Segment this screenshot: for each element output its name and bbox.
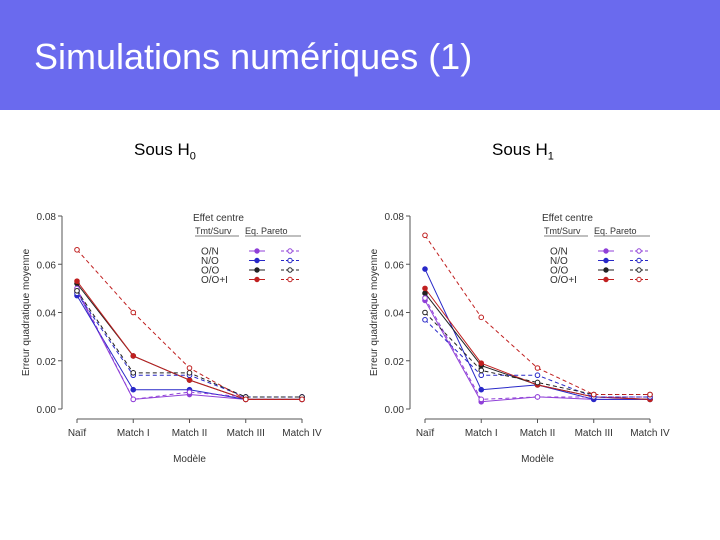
left-data-point bbox=[242, 396, 249, 403]
right-legend-filled-marker bbox=[603, 267, 609, 273]
left-data-point bbox=[130, 396, 137, 403]
right-legend-header: Effet centre bbox=[542, 213, 593, 224]
right-legend-filled-marker bbox=[603, 248, 609, 254]
left-x-tick-label: Match II bbox=[172, 428, 208, 439]
left-legend-filled-marker bbox=[254, 257, 260, 264]
right-legend-col1-heading: Tmt/Surv bbox=[544, 226, 581, 236]
left-legend-label: O/N bbox=[201, 247, 219, 258]
left-data-point bbox=[130, 309, 137, 316]
left-y-tick-label: 0.02 bbox=[37, 357, 57, 368]
right-caption-main: Sous H bbox=[492, 140, 548, 159]
right-data-point bbox=[422, 266, 428, 272]
right-data-point bbox=[422, 290, 428, 297]
right-data-point bbox=[422, 232, 428, 239]
left-legend-filled-marker bbox=[254, 248, 260, 254]
left-legend-filled-marker bbox=[254, 276, 260, 283]
left-caption-subscript: 0 bbox=[189, 150, 196, 163]
left-data-point bbox=[74, 287, 80, 294]
right-y-tick-label: 0.06 bbox=[385, 260, 405, 271]
right-data-point bbox=[422, 285, 428, 292]
left-y-axis-label: Erreur quadratique moyenne bbox=[21, 248, 32, 376]
right-caption-subscript: 1 bbox=[547, 150, 554, 163]
right-x-tick-label: Match II bbox=[520, 428, 556, 439]
right-legend-open-marker bbox=[636, 276, 642, 283]
left-legend-open-marker bbox=[287, 276, 293, 283]
right-data-point bbox=[478, 367, 485, 374]
slide-header: Simulations numériques (1) bbox=[0, 0, 720, 110]
right-data-point bbox=[422, 309, 428, 316]
left-legend-header: Effet centre bbox=[193, 213, 244, 224]
right-x-tick-label: Match I bbox=[465, 428, 498, 439]
left-data-point bbox=[186, 370, 193, 376]
right-data-point bbox=[422, 316, 428, 323]
left-legend-open-marker bbox=[287, 267, 293, 273]
left-data-point bbox=[186, 365, 193, 371]
right-legend-col2-heading: Eq. Pareto bbox=[594, 226, 637, 236]
right-data-point bbox=[478, 396, 485, 403]
left-y-tick-label: 0.06 bbox=[37, 260, 57, 271]
right-data-point bbox=[534, 372, 541, 379]
left-legend-col1-heading: Tmt/Surv bbox=[195, 226, 232, 236]
left-legend-label: O/O bbox=[201, 266, 220, 277]
slide-title: Simulations numériques (1) bbox=[34, 36, 473, 77]
left-x-tick-label: Match IV bbox=[282, 428, 322, 439]
left-legend-col2-heading: Eq. Pareto bbox=[245, 226, 288, 236]
left-series-line-1 bbox=[76, 290, 302, 400]
right-x-axis-label: Modèle bbox=[521, 454, 554, 465]
left-x-tick-label: Naïf bbox=[68, 428, 87, 439]
right-x-tick-label: Naïf bbox=[416, 428, 435, 439]
left-legend-open-marker bbox=[287, 257, 293, 264]
left-data-point bbox=[130, 370, 137, 376]
right-y-tick-label: 0.02 bbox=[385, 357, 405, 368]
left-legend-label: N/O bbox=[201, 256, 219, 267]
right-legend-open-marker bbox=[636, 267, 642, 273]
right-legend-label: O/O bbox=[550, 266, 569, 277]
right-data-point bbox=[478, 386, 485, 393]
left-data-point bbox=[130, 386, 137, 393]
right-data-point bbox=[534, 394, 541, 400]
right-data-point bbox=[478, 372, 485, 379]
left-data-point bbox=[299, 396, 305, 403]
left-x-tick-label: Match III bbox=[227, 428, 265, 439]
left-panel-caption: Sous H0 bbox=[134, 140, 196, 162]
right-legend-open-marker bbox=[636, 248, 642, 254]
left-data-point bbox=[186, 389, 193, 395]
left-x-tick-label: Match I bbox=[117, 428, 150, 439]
left-y-tick-label: 0.04 bbox=[37, 309, 57, 320]
right-data-point bbox=[422, 295, 428, 301]
right-data-point bbox=[478, 360, 485, 366]
left-data-point bbox=[130, 353, 137, 359]
right-legend-label: N/O bbox=[550, 256, 568, 267]
right-legend-label: O/N bbox=[550, 247, 568, 258]
left-data-point bbox=[186, 377, 193, 383]
right-y-axis-label: Erreur quadratique moyenne bbox=[369, 248, 380, 376]
right-data-point bbox=[534, 379, 541, 386]
right-y-tick-label: 0.04 bbox=[385, 309, 405, 320]
left-series-line-2 bbox=[76, 295, 302, 400]
left-data-point bbox=[74, 246, 80, 253]
right-data-point bbox=[478, 314, 485, 321]
left-x-axis-label: Modèle bbox=[173, 454, 206, 465]
left-caption-main: Sous H bbox=[134, 140, 190, 159]
right-legend-label: O/O+I bbox=[550, 275, 577, 286]
right-y-tick-label: 0.08 bbox=[385, 212, 405, 223]
right-y-tick-label: 0.00 bbox=[385, 405, 405, 416]
left-data-point bbox=[74, 278, 80, 284]
right-legend-open-marker bbox=[636, 257, 642, 264]
right-legend-filled-marker bbox=[603, 257, 609, 264]
right-panel-caption: Sous H1 bbox=[492, 140, 554, 162]
left-y-tick-label: 0.00 bbox=[37, 405, 57, 416]
right-x-tick-label: Match IV bbox=[630, 428, 670, 439]
right-x-tick-label: Match III bbox=[575, 428, 613, 439]
left-legend-open-marker bbox=[287, 248, 293, 254]
right-data-point bbox=[590, 391, 597, 398]
right-series-line-5 bbox=[424, 297, 650, 400]
right-data-point bbox=[534, 365, 541, 371]
left-y-tick-label: 0.08 bbox=[37, 212, 57, 223]
right-data-point bbox=[647, 391, 653, 398]
right-legend-filled-marker bbox=[603, 276, 609, 283]
left-legend-label: O/O+I bbox=[201, 275, 228, 286]
left-legend-filled-marker bbox=[254, 267, 260, 273]
